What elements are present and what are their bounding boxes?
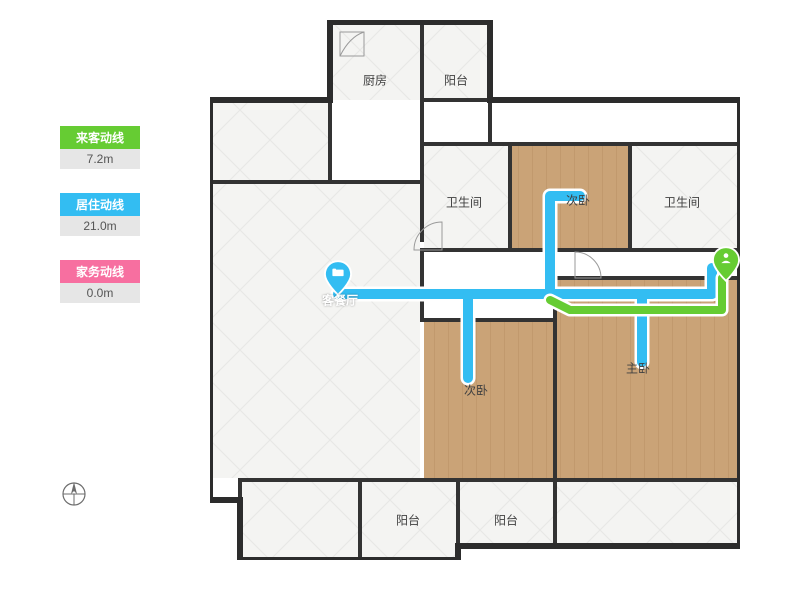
room-label: 卫生间	[446, 194, 482, 211]
legend: 来客动线 7.2m 居住动线 21.0m 家务动线 0.0m	[60, 126, 140, 327]
legend-label: 来客动线	[60, 126, 140, 149]
room-label: 主卧	[626, 360, 650, 377]
path-label: 客餐厅	[322, 292, 358, 309]
legend-value: 0.0m	[60, 283, 140, 303]
room-label: 卫生间	[664, 194, 700, 211]
floorplan: 厨房阳台卫生间次卧卫生间次卧主卧阳台阳台客餐厅	[210, 20, 740, 560]
legend-item-guest: 来客动线 7.2m	[60, 126, 140, 169]
room-label: 阳台	[494, 512, 518, 529]
person-pin-icon	[712, 246, 740, 282]
legend-item-living: 居住动线 21.0m	[60, 193, 140, 236]
room-label: 阳台	[444, 72, 468, 89]
legend-value: 7.2m	[60, 149, 140, 169]
legend-item-chores: 家务动线 0.0m	[60, 260, 140, 303]
room-label: 厨房	[363, 72, 387, 89]
room-label: 阳台	[396, 512, 420, 529]
legend-label: 居住动线	[60, 193, 140, 216]
room-label: 次卧	[464, 382, 488, 399]
legend-value: 21.0m	[60, 216, 140, 236]
legend-label: 家务动线	[60, 260, 140, 283]
room-label: 次卧	[566, 192, 590, 209]
compass-icon	[60, 480, 88, 508]
